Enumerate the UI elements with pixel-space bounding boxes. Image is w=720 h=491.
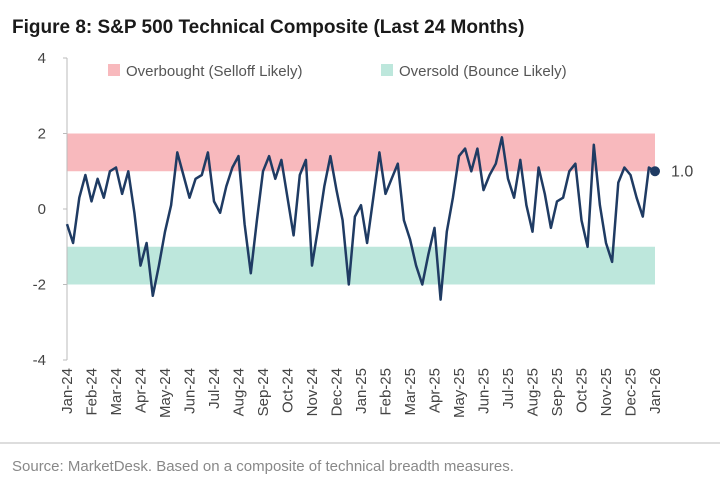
x-tick-label: Dec-25 <box>623 368 640 416</box>
x-tick-label: Sep-25 <box>549 368 566 416</box>
x-tick-label: Apr-25 <box>427 368 444 413</box>
x-tick-label: Mar-24 <box>108 368 125 416</box>
legend-swatch <box>381 64 393 76</box>
x-tick-label: Jan-24 <box>59 368 76 414</box>
x-tick-label: Oct-24 <box>280 368 297 413</box>
x-tick-label: Nov-24 <box>304 368 321 416</box>
x-tick-label: Feb-25 <box>378 368 395 416</box>
y-tick-label: 4 <box>38 50 46 67</box>
y-tick-label: 0 <box>38 201 46 218</box>
x-tick-label: Oct-25 <box>574 368 591 413</box>
x-tick-label: Mar-25 <box>402 368 419 416</box>
band <box>67 246 655 285</box>
x-tick-label: Nov-25 <box>598 368 615 416</box>
end-marker <box>650 166 660 177</box>
x-tick-label: Jun-24 <box>182 368 199 414</box>
x-tick-label: Aug-24 <box>231 368 248 416</box>
y-tick-label: -4 <box>33 352 46 369</box>
chart-title: Figure 8: S&P 500 Technical Composite (L… <box>12 17 524 38</box>
x-tick-label: Feb-24 <box>84 368 101 416</box>
x-tick-label: Jan-26 <box>647 368 664 414</box>
y-tick-label: 2 <box>38 126 46 143</box>
x-tick-label: Aug-25 <box>525 368 542 416</box>
x-tick-label: May-25 <box>451 368 468 418</box>
x-tick-label: Sep-24 <box>255 368 272 416</box>
line <box>65 136 656 301</box>
x-tick-label: May-24 <box>157 368 174 418</box>
band <box>67 133 655 172</box>
x-tick-label: Apr-24 <box>133 368 150 413</box>
x-tick-label: Jan-25 <box>353 368 370 414</box>
legend-label: Oversold (Bounce Likely) <box>399 63 567 80</box>
y-tick-label: -2 <box>33 277 46 294</box>
x-tick-label: Jun-25 <box>476 368 493 414</box>
source-note: Source: MarketDesk. Based on a composite… <box>12 458 514 475</box>
value-label: 1.0 <box>671 163 693 180</box>
x-tick-label: Jul-25 <box>500 368 517 409</box>
x-tick-label: Dec-24 <box>329 368 346 416</box>
x-tick-label: Jul-24 <box>206 368 223 409</box>
legend-label: Overbought (Selloff Likely) <box>126 63 302 80</box>
legend-swatch <box>108 64 120 76</box>
